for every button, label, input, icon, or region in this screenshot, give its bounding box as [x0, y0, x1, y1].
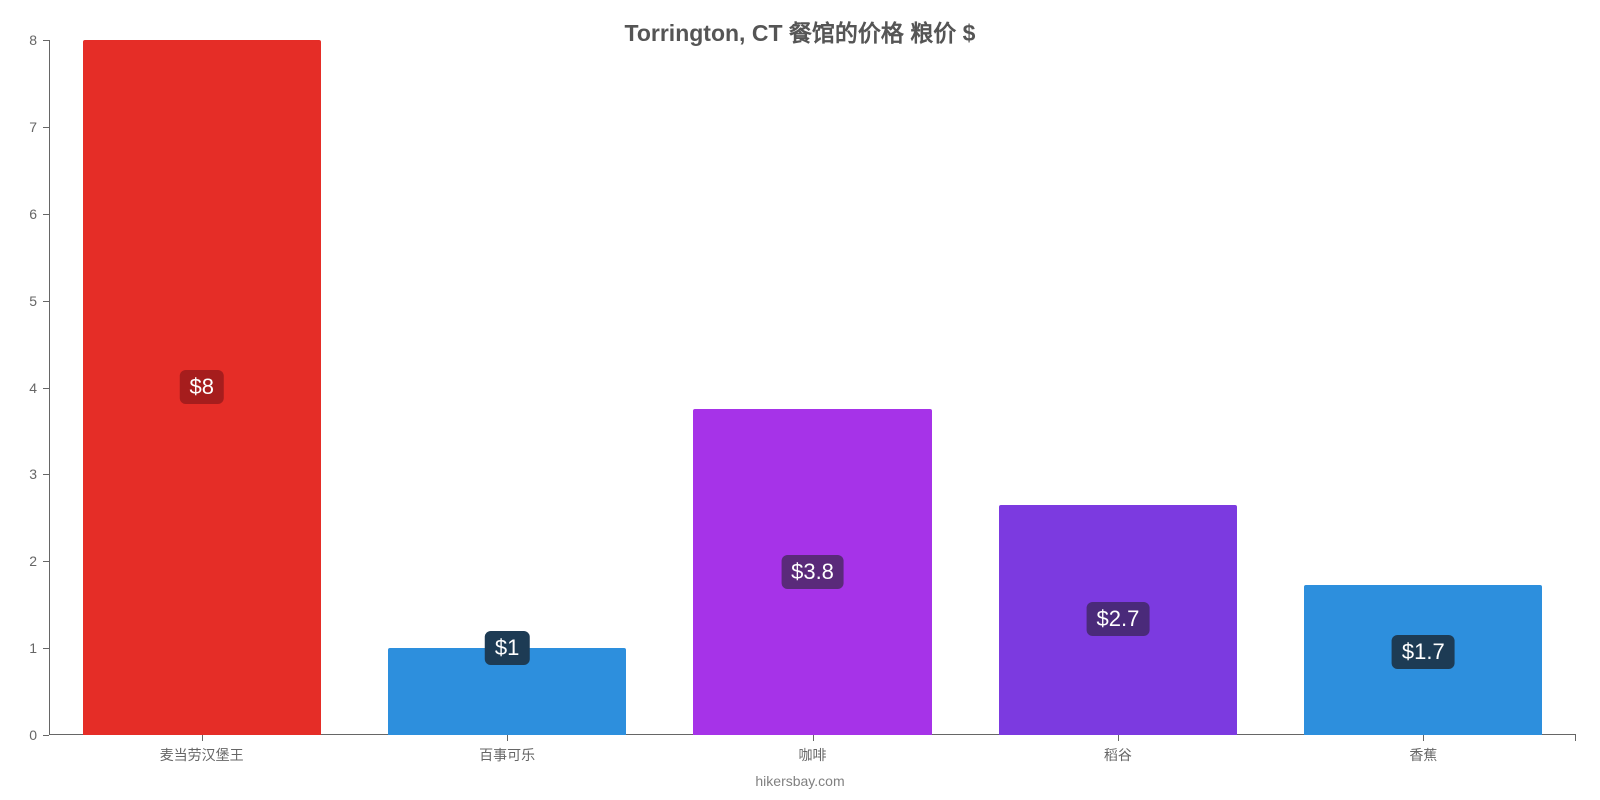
bar-slot: $2.7稻谷: [965, 40, 1270, 735]
bars-container: $8麦当劳汉堡王$1百事可乐$3.8咖啡$2.7稻谷$1.7香蕉: [49, 40, 1576, 735]
y-tick-label: 7: [29, 119, 37, 135]
y-tick-mark: [43, 301, 49, 302]
x-tick-label: 咖啡: [799, 745, 827, 765]
y-tick-label: 8: [29, 32, 37, 48]
x-tick-mark: [507, 735, 508, 741]
value-badge: $2.7: [1087, 602, 1150, 636]
y-tick-mark: [43, 127, 49, 128]
x-tick-mark: [813, 735, 814, 741]
value-badge: $3.8: [781, 555, 844, 589]
x-axis-end-tick: [1575, 735, 1576, 741]
y-tick-label: 3: [29, 466, 37, 482]
value-badge: $1.7: [1392, 635, 1455, 669]
bar-slot: $3.8咖啡: [660, 40, 965, 735]
y-tick-label: 0: [29, 727, 37, 743]
y-tick-mark: [43, 388, 49, 389]
bars-row: $8麦当劳汉堡王$1百事可乐$3.8咖啡$2.7稻谷$1.7香蕉: [49, 40, 1576, 735]
x-tick-label: 百事可乐: [479, 745, 535, 765]
bar-slot: $8麦当劳汉堡王: [49, 40, 354, 735]
x-tick-mark: [1423, 735, 1424, 741]
x-tick-label: 稻谷: [1104, 745, 1132, 765]
y-tick-mark: [43, 40, 49, 41]
value-badge: $8: [179, 370, 223, 404]
y-tick-label: 5: [29, 293, 37, 309]
y-tick-mark: [43, 735, 49, 736]
source-label: hikersbay.com: [0, 773, 1600, 789]
y-tick-label: 6: [29, 206, 37, 222]
y-tick-mark: [43, 561, 49, 562]
y-tick-mark: [43, 474, 49, 475]
y-tick-mark: [43, 214, 49, 215]
y-tick-label: 4: [29, 380, 37, 396]
x-tick-mark: [202, 735, 203, 741]
x-tick-mark: [1118, 735, 1119, 741]
y-tick-label: 2: [29, 553, 37, 569]
y-tick-mark: [43, 648, 49, 649]
price-bar-chart: Torrington, CT 餐馆的价格 粮价 $ $8麦当劳汉堡王$1百事可乐…: [0, 0, 1600, 800]
value-badge: $1: [485, 631, 529, 665]
bar-slot: $1.7香蕉: [1271, 40, 1576, 735]
x-tick-label: 麦当劳汉堡王: [160, 745, 244, 765]
y-tick-label: 1: [29, 640, 37, 656]
bar-slot: $1百事可乐: [354, 40, 659, 735]
plot-area: $8麦当劳汉堡王$1百事可乐$3.8咖啡$2.7稻谷$1.7香蕉 0123456…: [49, 40, 1576, 735]
x-tick-label: 香蕉: [1409, 745, 1437, 765]
